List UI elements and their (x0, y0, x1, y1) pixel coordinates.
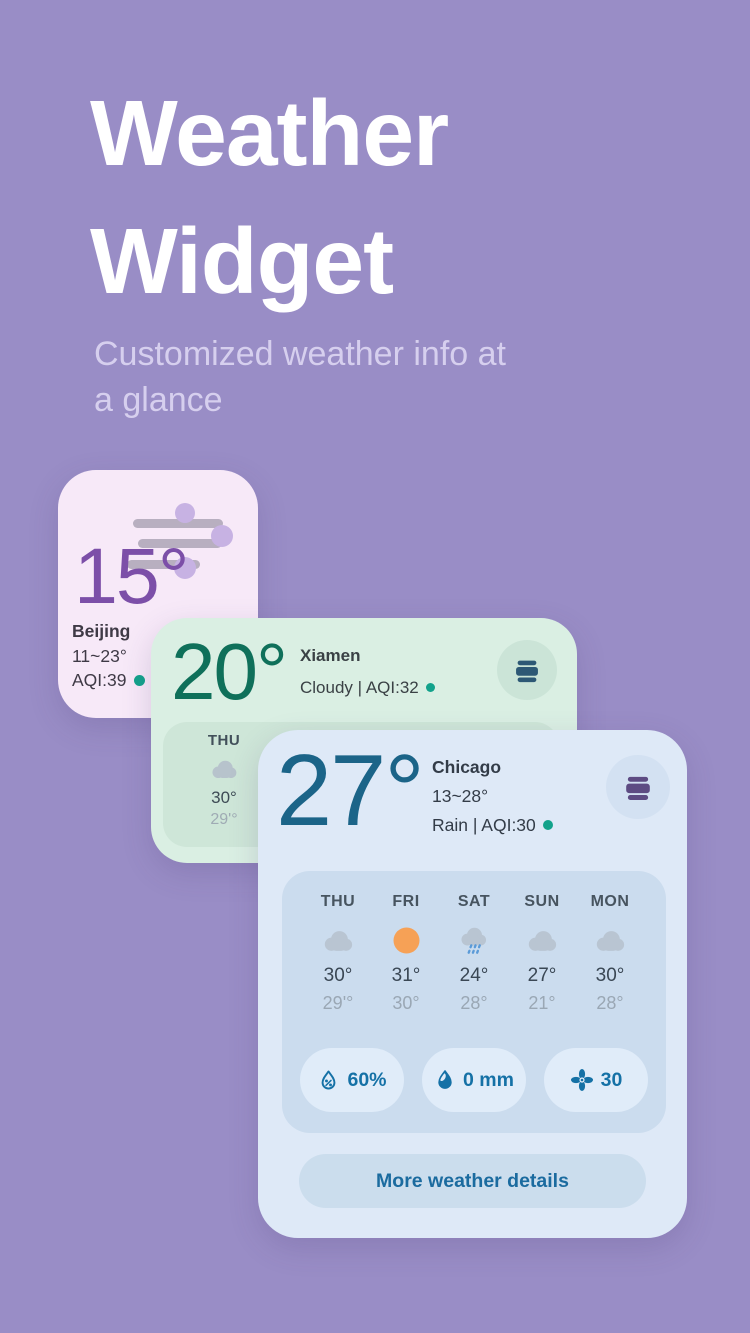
precipitation-value: 0 mm (463, 1068, 514, 1091)
temp-range-beijing: 11~23° (72, 646, 127, 666)
water-drop-icon (438, 1070, 452, 1089)
forecast-low: 29'° (210, 811, 238, 828)
page-title-line2: Widget (90, 209, 394, 313)
forecast-day: THU (320, 893, 356, 910)
five-day-forecast: THU 30° 29'° FRI 31° 30° SAT (282, 871, 666, 1014)
temperature-beijing: 15° (74, 531, 189, 620)
condition-label-chicago: Rain | AQI:30 (432, 815, 536, 835)
humidity-chip: 60% (300, 1048, 404, 1112)
temp-range-chicago: 13~28° (432, 786, 489, 806)
rain-cloud-icon (458, 925, 490, 955)
forecast-column: SAT (442, 893, 506, 1014)
cloud-icon (526, 925, 558, 955)
forecast-low: 30° (392, 993, 420, 1013)
weather-metrics-row: 60% 0 mm (300, 1048, 648, 1112)
aqi-row-beijing: AQI:39 (72, 670, 146, 691)
widget-options-button-xiamen[interactable] (497, 640, 557, 700)
cloud-icon (322, 925, 354, 955)
city-label-chicago: Chicago (432, 757, 502, 777)
forecast-high: 30° (211, 788, 237, 807)
city-label-beijing: Beijing (72, 621, 131, 641)
page-subtitle-line2: a glance (94, 381, 223, 419)
city-info-chicago: Chicago 13~28° Rain | AQI:30 (432, 756, 553, 836)
aqi-label-beijing: AQI:39 (72, 670, 127, 690)
forecast-day: SAT (457, 893, 491, 910)
cloud-icon (594, 925, 626, 955)
forecast-day: MON (590, 893, 630, 910)
humidity-droplet-icon (322, 1070, 336, 1089)
chicago-forecast-panel: THU 30° 29'° FRI 31° 30° SAT (282, 871, 666, 1133)
sun-icon (393, 925, 420, 955)
forecast-day: SUN (524, 893, 560, 910)
forecast-high: 30° (595, 965, 625, 986)
wind-icon-dot (175, 503, 195, 523)
forecast-day: FRI (392, 893, 420, 910)
widget-card-chicago[interactable]: 27° Chicago 13~28° Rain | AQI:30 THU (258, 730, 687, 1238)
wind-value: 30 (600, 1068, 623, 1091)
humidity-value: 60% (347, 1068, 387, 1091)
forecast-column: THU 30° 29'° (189, 732, 259, 829)
forecast-low: 28° (596, 993, 624, 1013)
wind-icon-bar (138, 539, 222, 548)
page-title-line1: Weather (90, 81, 449, 185)
more-weather-details-button[interactable]: More weather details (299, 1154, 646, 1208)
forecast-column: FRI 31° 30° (374, 893, 438, 1014)
forecast-column: THU 30° 29'° (306, 893, 370, 1014)
fan-icon (570, 1069, 593, 1091)
wind-icon (58, 470, 258, 718)
forecast-high: 30° (323, 965, 353, 986)
forecast-low: 21° (528, 993, 556, 1013)
condition-row-xiamen: Cloudy | AQI:32 (300, 677, 435, 698)
forecast-column: SUN 27° 21° (510, 893, 574, 1014)
aqi-status-dot (134, 675, 146, 686)
condition-label-xiamen: Cloudy | AQI:32 (300, 678, 419, 697)
wind-icon-dot (211, 525, 233, 547)
page-title: Weather Widget (90, 69, 449, 325)
forecast-high: 31° (391, 965, 421, 986)
temperature-xiamen: 20° (171, 627, 288, 716)
forecast-low: 28° (460, 993, 488, 1013)
forecast-high: 24° (459, 965, 489, 986)
stack-icon (516, 660, 538, 682)
city-label-xiamen: Xiamen (300, 646, 361, 665)
forecast-low: 29'° (322, 993, 354, 1013)
precipitation-chip: 0 mm (422, 1048, 526, 1112)
cloud-icon (210, 758, 238, 780)
page-subtitle: Customized weather info at a glance (94, 331, 506, 423)
forecast-column: MON 30° 28° (578, 893, 642, 1014)
city-info-xiamen: Xiamen Cloudy | AQI:32 (300, 645, 435, 698)
page-subtitle-line1: Customized weather info at (94, 335, 506, 373)
aqi-status-dot (542, 820, 553, 830)
forecast-high: 27° (527, 965, 557, 986)
wind-chip: 30 (544, 1048, 648, 1112)
wind-icon-dot (174, 557, 196, 579)
wind-icon-bar (127, 560, 200, 569)
stack-icon (626, 776, 650, 800)
wind-icon-bar (133, 519, 223, 528)
forecast-day: THU (207, 732, 241, 749)
condition-row-chicago: Rain | AQI:30 (432, 814, 553, 836)
aqi-status-dot (425, 683, 435, 692)
widget-options-button-chicago[interactable] (606, 755, 670, 819)
temperature-chicago: 27° (276, 735, 425, 847)
